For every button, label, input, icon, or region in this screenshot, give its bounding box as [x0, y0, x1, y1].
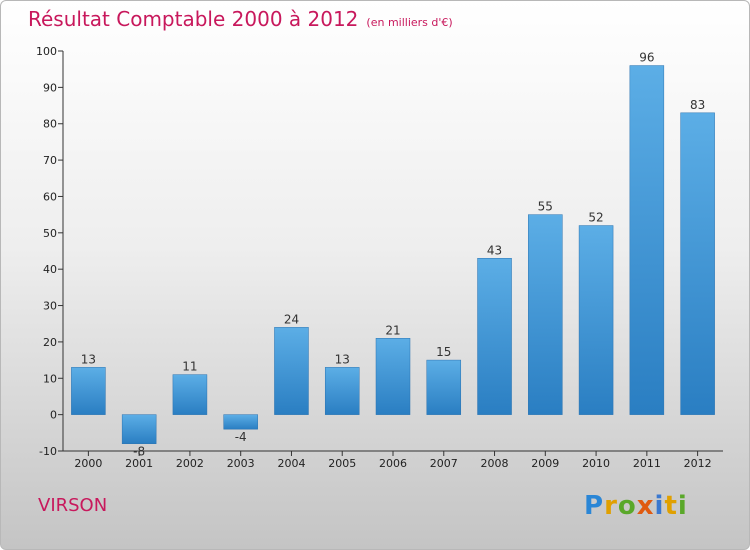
axes: -10 0 10 20 30 40 50 60 70 80 90 100 2000 2001 2002 200…	[36, 45, 723, 470]
y-tick-label: 60	[43, 190, 57, 203]
value-label: 83	[690, 98, 705, 112]
y-tick-label: 100	[36, 45, 57, 58]
bar	[121, 414, 157, 444]
bars	[71, 65, 715, 444]
value-label: 24	[284, 312, 299, 326]
value-label: -4	[235, 430, 247, 444]
x-tick-label: 2005	[328, 457, 356, 470]
commune-name: VIRSON	[38, 495, 108, 516]
x-tick-label: 2007	[430, 457, 458, 470]
value-label: 11	[182, 360, 197, 374]
y-tick-label: 0	[50, 409, 57, 422]
bar	[71, 367, 106, 415]
x-tick-label: 2009	[531, 457, 559, 470]
logo-letter: t	[664, 491, 678, 521]
x-tick-label: 2010	[582, 457, 610, 470]
chart-title-text: Résultat Comptable 2000 à 2012	[28, 7, 359, 31]
x-tick-label: 2008	[481, 457, 509, 470]
value-labels: 13 -8 11 -4 24 13 21 15 43 55 52 96 83	[81, 51, 706, 459]
bar	[223, 414, 258, 430]
value-label: 55	[538, 200, 553, 214]
bar	[172, 374, 208, 415]
y-tick-label: 30	[43, 300, 57, 313]
bar	[578, 225, 614, 415]
x-tick-label: 2002	[176, 457, 204, 470]
value-label: -8	[133, 445, 145, 459]
value-label: 52	[588, 211, 603, 225]
logo-letter: P	[584, 491, 605, 521]
y-tick-label: 70	[43, 154, 57, 167]
logo-letter: x	[636, 491, 655, 521]
bar	[477, 258, 512, 415]
chart-title: Résultat Comptable 2000 à 2012 (en millie…	[28, 7, 453, 31]
y-tick-label: -10	[39, 445, 57, 458]
x-tick-label: 2003	[227, 457, 255, 470]
x-tick-label: 2012	[684, 457, 712, 470]
value-label: 13	[335, 352, 350, 366]
bar	[426, 359, 462, 415]
y-tick-label: 10	[43, 372, 57, 385]
bar	[274, 327, 309, 415]
x-tick-label: 2011	[633, 457, 661, 470]
y-tick-label: 90	[43, 81, 57, 94]
bar	[680, 112, 715, 415]
value-label: 15	[436, 345, 451, 359]
value-label: 13	[81, 352, 96, 366]
value-label: 96	[639, 51, 654, 65]
proxiti-logo[interactable]: Proxiti	[584, 491, 688, 521]
logo-letter: i	[654, 491, 665, 521]
x-tick-label: 2000	[74, 457, 102, 470]
value-label: 43	[487, 243, 502, 257]
logo-letter: i	[677, 491, 688, 521]
logo-letter: o	[617, 491, 637, 521]
y-tick-label: 20	[43, 336, 57, 349]
chart-unit: (en milliers d'€)	[366, 16, 453, 29]
bar	[375, 338, 411, 415]
logo-letter: r	[604, 491, 618, 521]
x-tick-label: 2004	[277, 457, 305, 470]
bar	[324, 367, 360, 415]
y-tick-label: 80	[43, 118, 57, 131]
x-tick-label: 2006	[379, 457, 407, 470]
x-tick-label: 2001	[125, 457, 153, 470]
bar	[629, 65, 665, 415]
y-tick-label: 50	[43, 227, 57, 240]
y-tick-label: 40	[43, 263, 57, 276]
value-label: 21	[385, 323, 400, 337]
bar	[528, 214, 563, 415]
